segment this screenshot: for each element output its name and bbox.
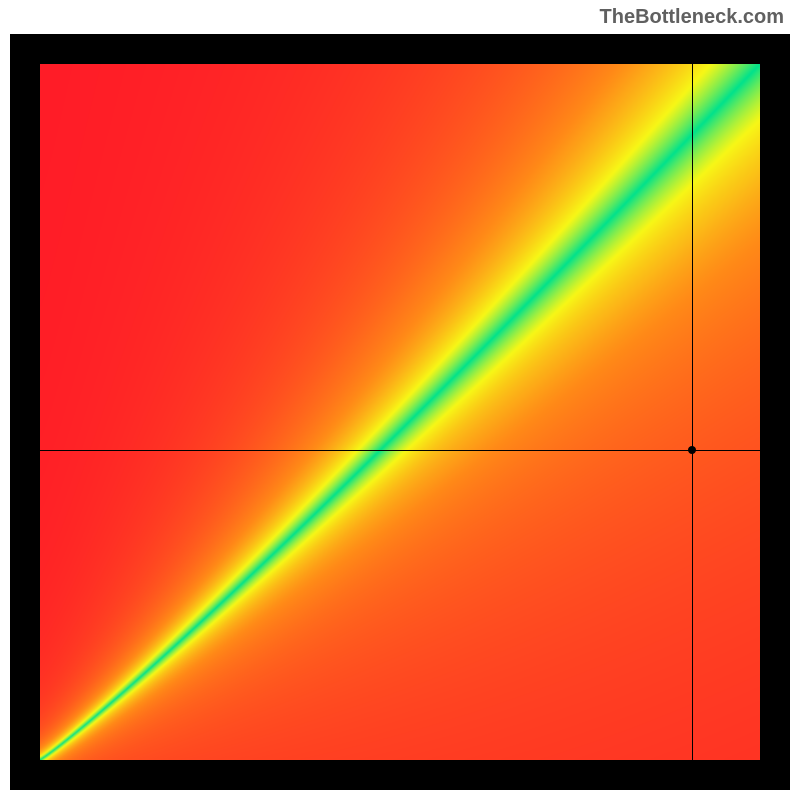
watermark-text: TheBottleneck.com [600,6,784,29]
crosshair-horizontal [40,450,760,451]
heatmap-plot [40,64,760,760]
crosshair-marker-dot [688,446,696,454]
heatmap-canvas [40,64,760,760]
chart-outer-frame [10,34,790,790]
crosshair-vertical [692,64,693,760]
